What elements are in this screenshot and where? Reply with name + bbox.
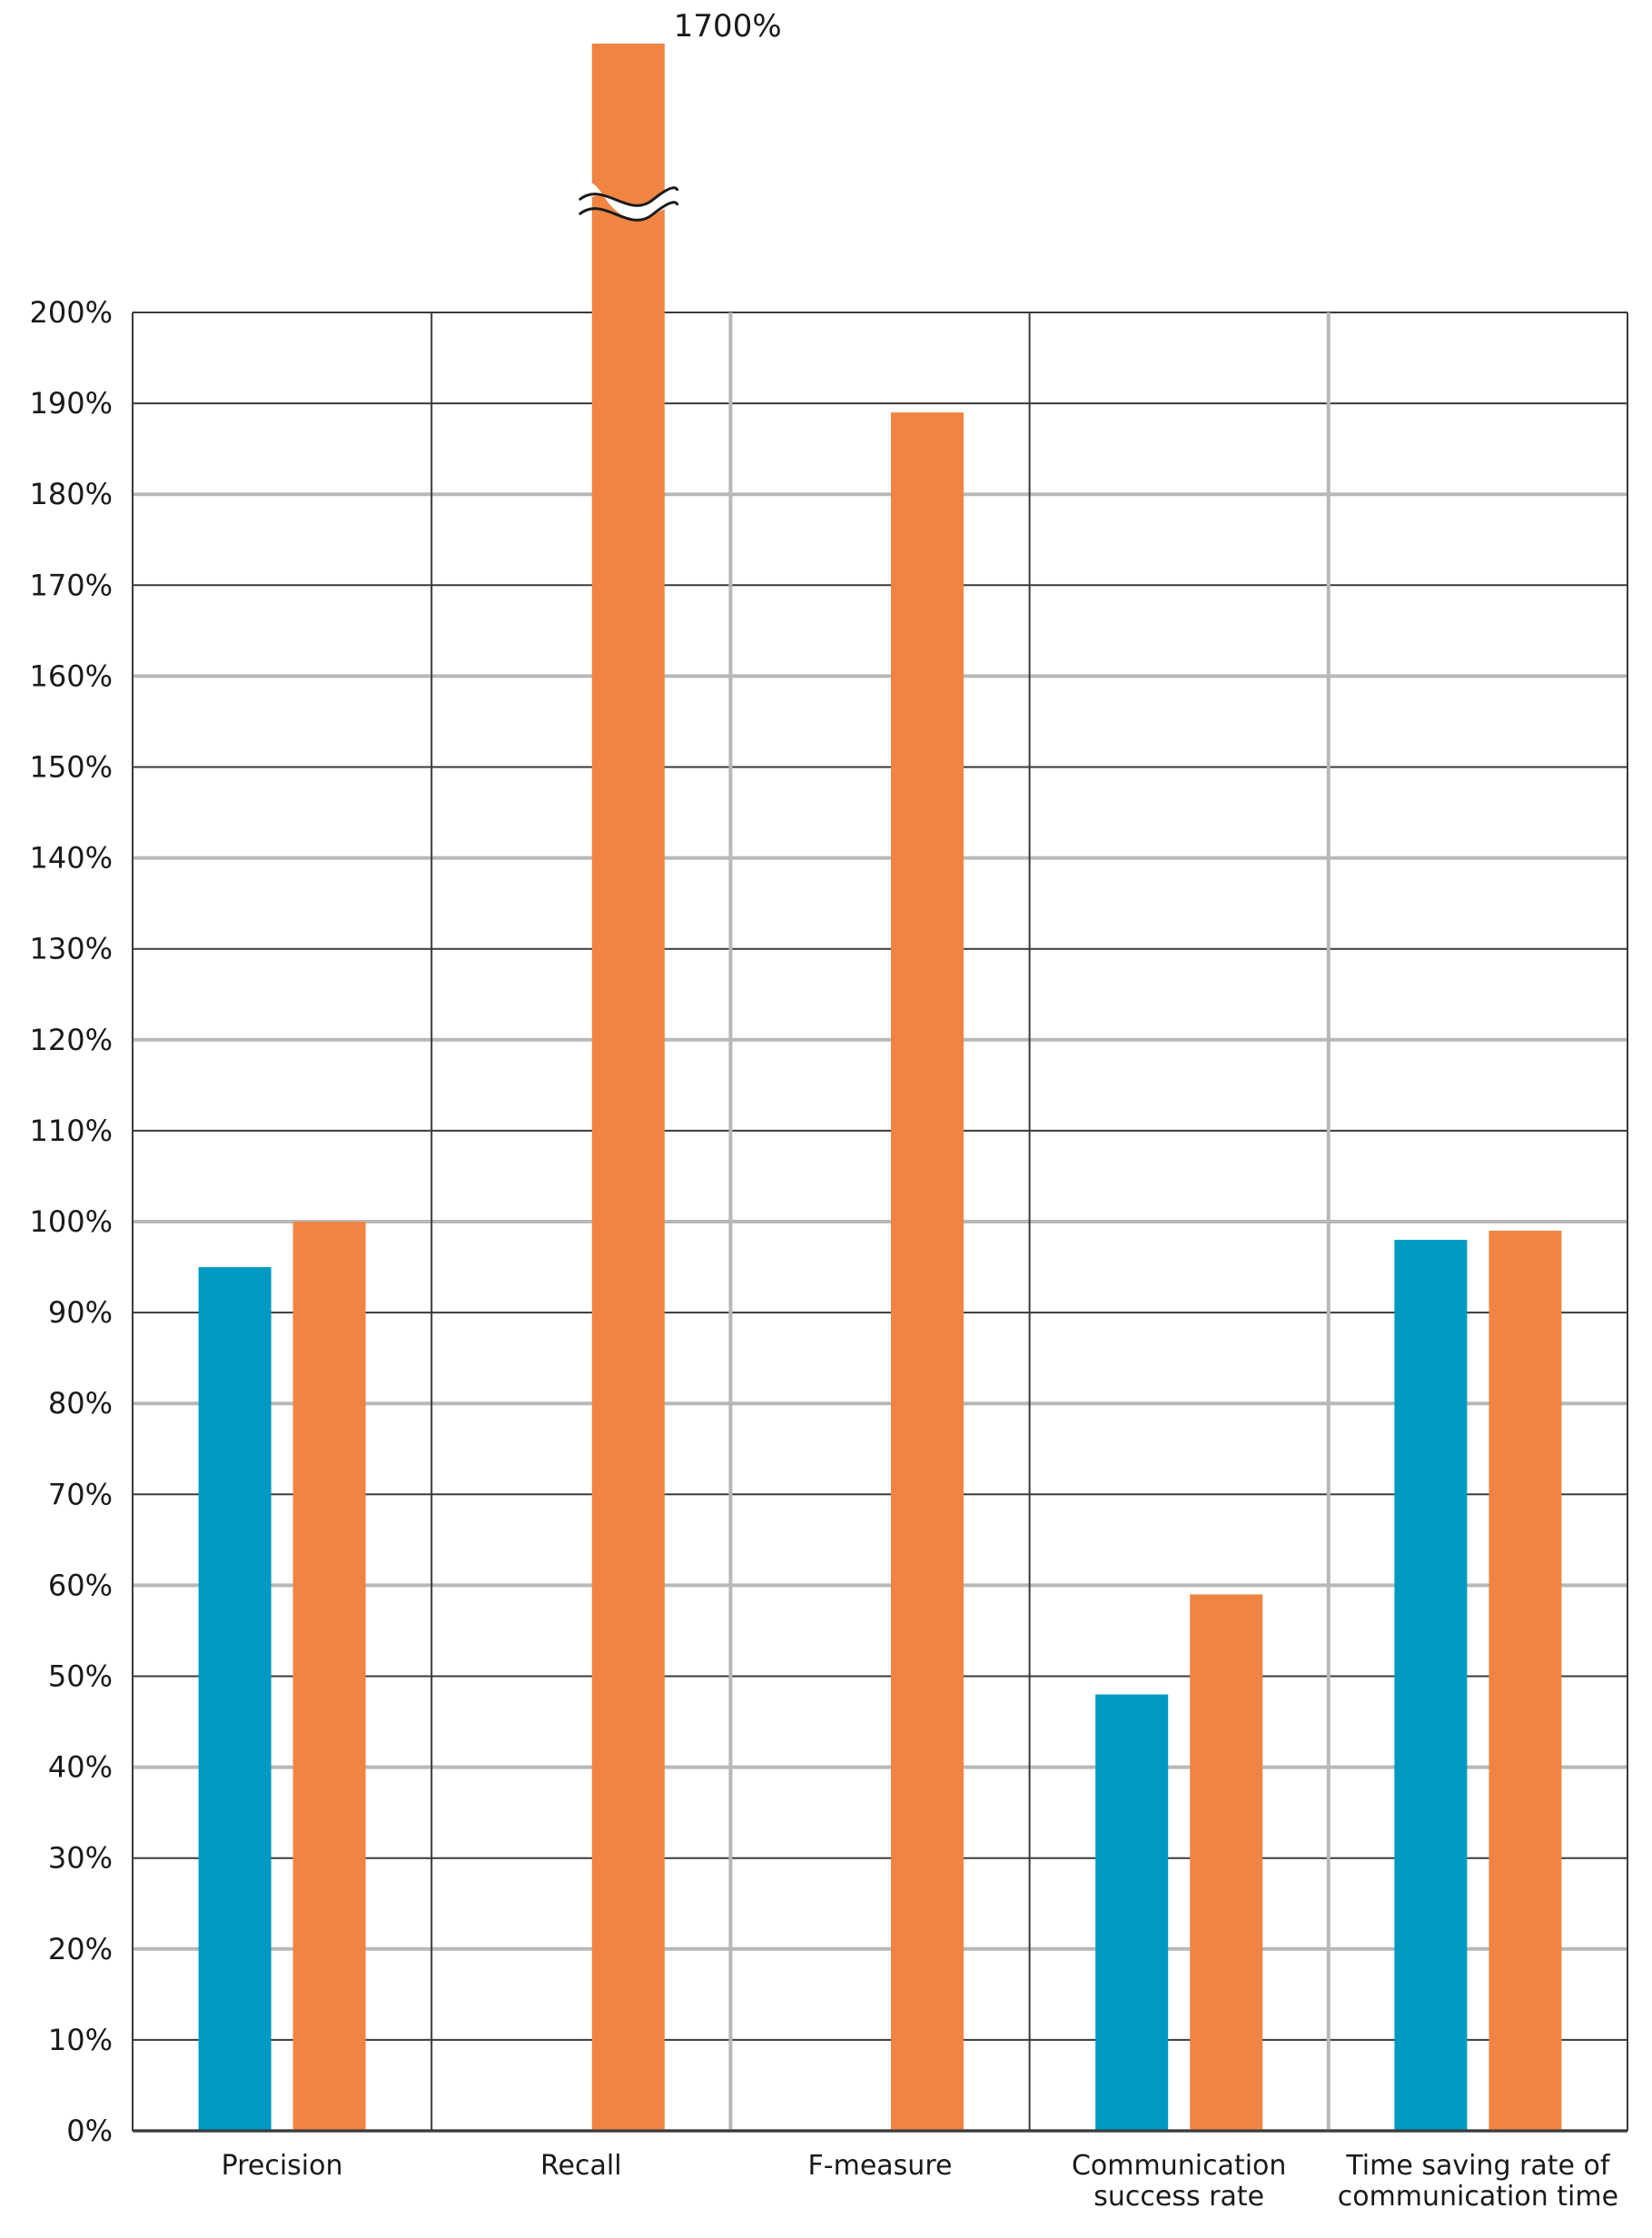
y-tick-label: 100% xyxy=(30,1204,113,1239)
x-axis-category-labels: Precision Recall F-measure Communication suc… xyxy=(222,2150,1618,2213)
y-tick-label: 90% xyxy=(48,1295,113,1330)
y-tick-label: 180% xyxy=(30,477,113,511)
bar xyxy=(1489,1231,1562,2131)
x-category-label-line: F-measure xyxy=(808,2150,953,2182)
x-category-label: Time saving rate of communication time xyxy=(1338,2150,1618,2213)
y-tick-label: 150% xyxy=(30,750,113,785)
y-tick-label: 0% xyxy=(66,2114,113,2148)
axis-break-line xyxy=(578,201,679,222)
x-category-label-line: Recall xyxy=(540,2150,622,2182)
bar xyxy=(591,44,665,2131)
x-category-label: Precision xyxy=(222,2150,343,2182)
bar xyxy=(1095,1694,1169,2131)
x-category-label: F-measure xyxy=(808,2150,953,2182)
bar xyxy=(891,412,964,2131)
grid xyxy=(133,312,1627,2133)
axis-break-line xyxy=(578,186,679,207)
x-category-label-line: communication time xyxy=(1338,2181,1618,2213)
y-tick-label: 50% xyxy=(48,1659,113,1694)
y-tick-label: 120% xyxy=(30,1023,113,1057)
y-axis-tick-labels: 0% 10% 20% 30% 40% 50% 60% 70% 80% 90% 100% 110% 120… xyxy=(30,295,113,2148)
bars xyxy=(198,44,1562,2131)
axes xyxy=(132,312,1628,2133)
bar xyxy=(1394,1240,1468,2131)
y-tick-label: 130% xyxy=(30,932,113,966)
x-category-label-line: success rate xyxy=(1093,2181,1264,2213)
y-tick-label: 110% xyxy=(30,1114,113,1148)
bar-value-annotation: 1700% xyxy=(674,8,782,45)
y-tick-label: 170% xyxy=(30,568,113,602)
x-category-label-line: Time saving rate of xyxy=(1345,2150,1610,2182)
y-tick-label: 160% xyxy=(30,659,113,693)
y-tick-label: 140% xyxy=(30,841,113,876)
axis-break-gap xyxy=(586,183,670,219)
y-tick-label: 40% xyxy=(48,1750,113,1785)
y-tick-label: 190% xyxy=(30,386,113,421)
y-tick-label: 200% xyxy=(30,295,113,330)
x-category-label-line: Precision xyxy=(222,2150,343,2182)
annotations: 1700% xyxy=(674,8,782,45)
bar xyxy=(198,1267,272,2131)
y-tick-label: 30% xyxy=(48,1841,113,1876)
y-tick-label: 60% xyxy=(48,1568,113,1602)
x-category-label-line: Communication xyxy=(1072,2150,1286,2182)
x-category-label: Recall xyxy=(540,2150,622,2182)
y-tick-label: 80% xyxy=(48,1386,113,1421)
x-category-label: Communication success rate xyxy=(1072,2150,1286,2213)
y-tick-label: 10% xyxy=(48,2023,113,2057)
bar xyxy=(1190,1594,1263,2131)
y-tick-label: 20% xyxy=(48,1932,113,1966)
y-tick-label: 70% xyxy=(48,1477,113,1511)
bar xyxy=(292,1222,366,2131)
